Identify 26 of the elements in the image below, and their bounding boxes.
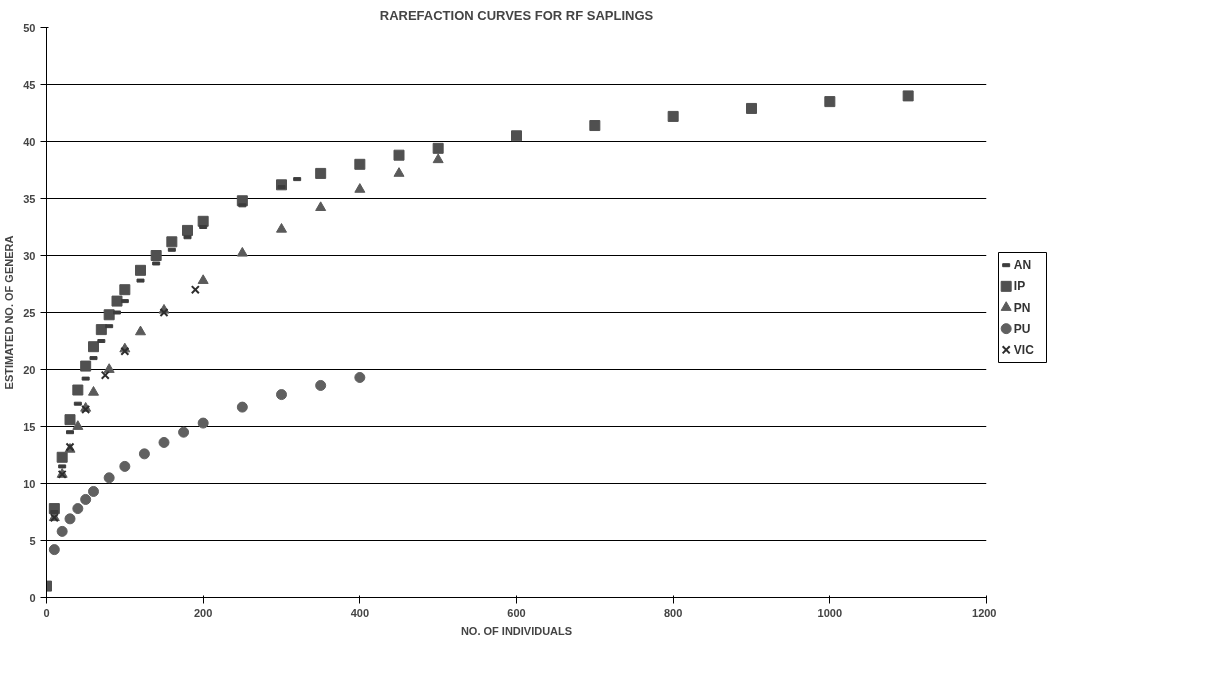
y-axis-title: ESTIMATED NO. OF GENERA <box>3 235 16 390</box>
y-tick-label: 5 <box>29 534 36 547</box>
y-tick-label: 0 <box>29 591 36 604</box>
chart-title: RAREFACTION CURVES FOR RF SAPLINGS <box>379 7 654 23</box>
legend-label: AN <box>1013 258 1032 273</box>
x-tick-label: 1000 <box>817 606 843 619</box>
y-tick-label: 50 <box>23 21 36 34</box>
y-tick-label: 45 <box>23 78 36 91</box>
y-tick-label: 30 <box>23 249 36 262</box>
x-tick-label: 600 <box>507 606 526 619</box>
x-tick-label: 800 <box>663 606 683 619</box>
x-axis-title: NO. OF INDIVIDUALS <box>460 624 573 637</box>
y-tick-label: 20 <box>23 363 36 376</box>
y-tick-label: 40 <box>23 135 36 148</box>
legend-label: PU <box>1013 321 1031 336</box>
y-tick-label: 25 <box>23 306 36 319</box>
legend-label: VIC <box>1013 342 1035 357</box>
x-tick-label: 200 <box>193 606 213 619</box>
legend-label: PN <box>1013 300 1031 315</box>
x-tick-label: 0 <box>43 606 50 619</box>
y-tick-label: 10 <box>23 477 36 490</box>
x-tick-label: 1200 <box>972 606 997 619</box>
legend-label: IP <box>1013 279 1026 294</box>
y-tick-label: 35 <box>23 192 36 205</box>
y-tick-label: 15 <box>23 420 36 433</box>
x-tick-label: 400 <box>350 606 370 619</box>
